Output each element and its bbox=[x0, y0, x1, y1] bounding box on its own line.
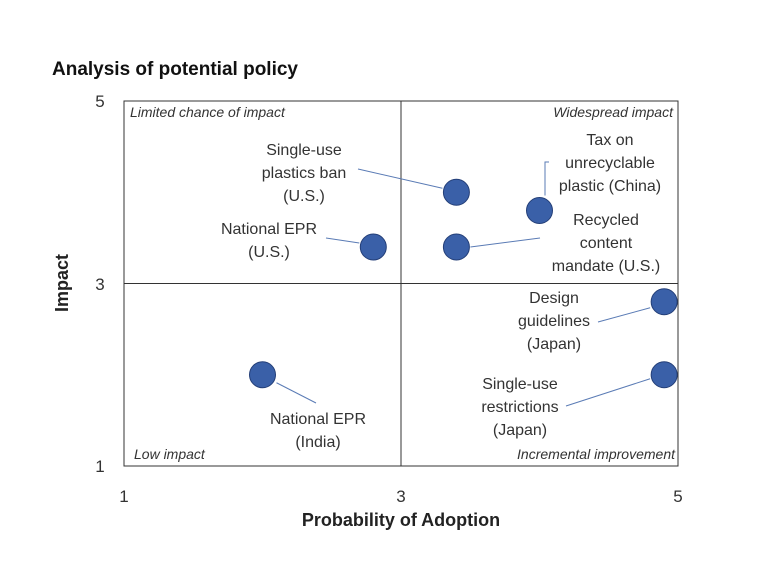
quadrant-label-top-right: Widespread impact bbox=[553, 104, 674, 120]
x-tick-3: 3 bbox=[396, 487, 405, 506]
data-points bbox=[249, 178, 678, 389]
label-line: National EPR bbox=[221, 221, 317, 238]
label-national-epr-us: National EPR (U.S.) bbox=[221, 221, 317, 261]
label-single-use-restrictions-japan: Single-use restrictions (Japan) bbox=[481, 376, 558, 439]
label-line: (India) bbox=[295, 434, 340, 451]
label-line: guidelines bbox=[518, 313, 590, 330]
label-line: Single-use bbox=[266, 142, 342, 159]
point-tax-unrecyclable-plastic-china[interactable] bbox=[526, 197, 553, 224]
leader-line-recycled-content-mandate-us bbox=[470, 237, 541, 248]
label-line: (Japan) bbox=[527, 336, 581, 353]
x-tick-5: 5 bbox=[673, 487, 682, 506]
label-line: unrecyclable bbox=[565, 155, 655, 172]
point-single-use-plastics-ban-us[interactable] bbox=[442, 178, 470, 206]
label-line: content bbox=[580, 235, 633, 252]
label-line: National EPR bbox=[270, 411, 366, 428]
point-national-epr-us[interactable] bbox=[359, 233, 387, 261]
point-national-epr-india[interactable] bbox=[249, 361, 276, 389]
leader-line-design-guidelines-japan bbox=[597, 307, 651, 323]
label-line: (U.S.) bbox=[248, 244, 290, 261]
y-tick-3: 3 bbox=[95, 275, 104, 294]
leader-line-tax-unrecyclable-plastic-china bbox=[544, 161, 549, 196]
label-line: Tax on bbox=[586, 132, 633, 149]
x-tick-1: 1 bbox=[119, 487, 128, 506]
leader-line-national-epr-india bbox=[276, 382, 317, 404]
chart-title: Analysis of potential policy bbox=[52, 59, 298, 80]
label-line: restrictions bbox=[481, 399, 558, 416]
point-labels: National EPR (India)National EPR (U.S.)Sin… bbox=[221, 132, 661, 451]
quadrant-label-bottom-right: Incremental improvement bbox=[517, 446, 676, 462]
y-axis-title: Impact bbox=[52, 254, 72, 312]
label-line: (Japan) bbox=[493, 422, 547, 439]
label-line: Single-use bbox=[482, 376, 558, 393]
label-design-guidelines-japan: Design guidelines (Japan) bbox=[518, 290, 590, 353]
label-line: plastics ban bbox=[262, 165, 347, 182]
label-line: mandate (U.S.) bbox=[552, 258, 660, 275]
leader-line-single-use-restrictions-japan bbox=[565, 378, 651, 407]
y-tick-1: 1 bbox=[95, 457, 104, 476]
point-recycled-content-mandate-us[interactable] bbox=[442, 233, 470, 261]
leader-lines bbox=[276, 161, 651, 407]
label-line: plastic (China) bbox=[559, 178, 661, 195]
point-single-use-restrictions-japan[interactable] bbox=[650, 361, 678, 389]
label-line: Recycled bbox=[573, 212, 639, 229]
point-design-guidelines-japan[interactable] bbox=[650, 288, 678, 316]
leader-line-single-use-plastics-ban-us bbox=[357, 168, 443, 189]
label-tax-unrecyclable-plastic-china: Tax on unrecyclable plastic (China) bbox=[559, 132, 661, 195]
quadrant-label-bottom-left: Low impact bbox=[134, 446, 206, 462]
label-single-use-plastics-ban-us: Single-use plastics ban (U.S.) bbox=[262, 142, 347, 205]
x-axis-title: Probability of Adoption bbox=[302, 510, 500, 530]
leader-line-national-epr-us bbox=[325, 237, 360, 244]
label-line: Design bbox=[529, 290, 579, 307]
label-recycled-content-mandate-us: Recycled content mandate (U.S.) bbox=[552, 212, 660, 275]
quadrant-label-top-left: Limited chance of impact bbox=[130, 104, 286, 120]
label-line: (U.S.) bbox=[283, 188, 325, 205]
label-national-epr-india: National EPR (India) bbox=[270, 411, 366, 451]
y-tick-5: 5 bbox=[95, 92, 104, 111]
